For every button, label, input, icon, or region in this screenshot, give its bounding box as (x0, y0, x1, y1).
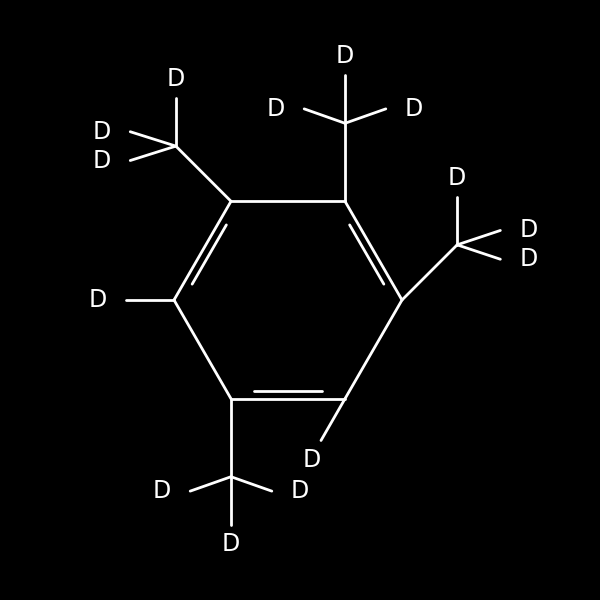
Text: D: D (89, 288, 107, 312)
Text: D: D (153, 479, 171, 503)
Text: D: D (448, 166, 466, 190)
Text: D: D (167, 67, 185, 91)
Text: D: D (302, 448, 320, 472)
Text: D: D (520, 218, 538, 242)
Text: D: D (93, 120, 111, 144)
Text: D: D (336, 44, 354, 68)
Text: D: D (222, 532, 240, 556)
Text: D: D (267, 97, 285, 121)
Text: D: D (405, 97, 423, 121)
Text: D: D (520, 247, 538, 271)
Text: D: D (291, 479, 309, 503)
Text: D: D (93, 149, 111, 173)
